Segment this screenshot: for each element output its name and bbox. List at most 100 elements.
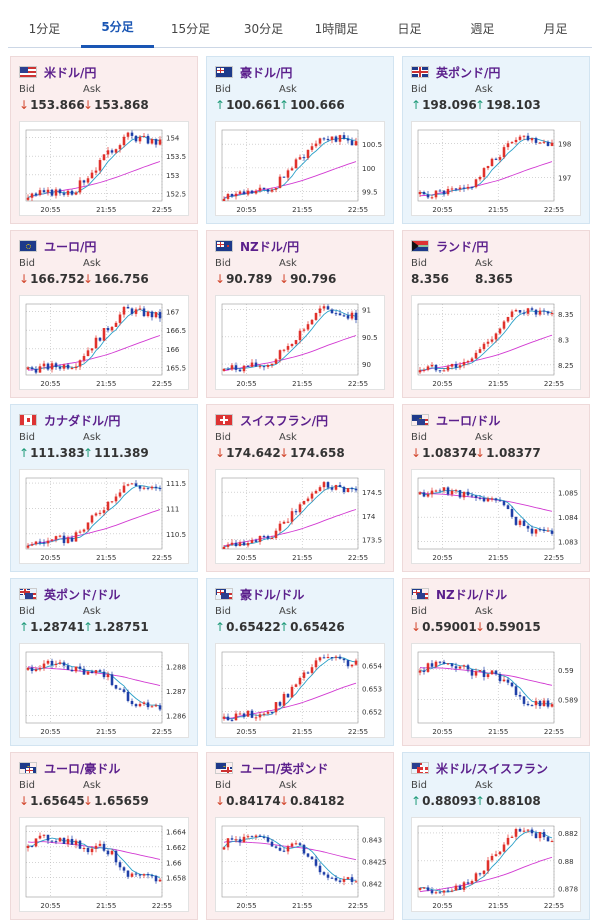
price-chart[interactable]: 0.843 0.8425 0.842 20:55 21:55 22:55 xyxy=(215,817,386,912)
candle-body xyxy=(426,887,430,891)
pair-title[interactable]: ユーロ/英ポンド xyxy=(215,760,328,776)
pair-title[interactable]: 英ポンド/円 xyxy=(411,64,500,80)
ask-label: Ask xyxy=(475,258,493,269)
price-chart[interactable]: 1.288 1.287 1.286 20:55 21:55 22:55 xyxy=(19,643,189,738)
candle-body xyxy=(102,328,106,341)
candle-body xyxy=(50,660,54,665)
pair-name[interactable]: 英ポンド/ドル xyxy=(44,587,121,602)
x-tick-label: 21:55 xyxy=(96,728,116,736)
price-chart[interactable]: 154 153.5 153 152.5 20:55 21:55 22:55 xyxy=(19,121,189,216)
pair-title[interactable]: 英ポンド/ドル xyxy=(19,586,120,602)
rate-card[interactable]: カナダドル/円 Bid Ask ↑111.383 ↑111.389 111.5 111 110… xyxy=(10,404,198,572)
tab-7[interactable]: 週足 xyxy=(470,21,495,36)
price-chart[interactable]: 0.654 0.653 0.652 20:55 21:55 22:55 xyxy=(215,643,385,738)
price-chart[interactable]: 91 90.5 90 20:55 21:55 22:55 xyxy=(215,295,385,390)
pair-name[interactable]: スイスフラン/円 xyxy=(240,413,329,428)
price-chart[interactable]: 0.59 0.589 20:55 21:55 22:55 xyxy=(411,643,581,738)
candle-body xyxy=(142,702,146,704)
x-tick-label: 20:55 xyxy=(432,554,452,562)
price-chart[interactable]: 100.5 100 99.5 20:55 21:55 22:55 xyxy=(215,121,385,216)
candle-body xyxy=(490,158,494,167)
pair-name[interactable]: 米ドル/円 xyxy=(44,65,97,80)
candle-body xyxy=(42,542,46,544)
rate-card[interactable]: NZドル/ドル Bid Ask ↓0.59001 ↓0.59015 0.59 0.589 20… xyxy=(402,578,590,746)
pair-title[interactable]: ユーロ/ドル xyxy=(411,412,500,428)
price-chart[interactable]: 1.085 1.084 1.083 20:55 21:55 22:55 xyxy=(411,469,581,564)
pair-name[interactable]: 英ポンド/円 xyxy=(436,65,501,80)
pair-title[interactable]: 米ドル/円 xyxy=(19,64,96,80)
pair-name[interactable]: 豪ドル/ドル xyxy=(240,587,305,602)
pair-name[interactable]: ユーロ/英ポンド xyxy=(240,761,329,776)
rate-card[interactable]: 米ドル/円 Bid Ask ↓153.866 ↓153.868 154 153.5 153 15… xyxy=(10,56,198,224)
pair-name[interactable]: ユーロ/豪ドル xyxy=(44,761,121,776)
pair-name[interactable]: 豪ドル/円 xyxy=(240,65,293,80)
pair-name[interactable]: 米ドル/スイスフラン xyxy=(436,761,549,776)
candle-body xyxy=(130,308,134,314)
pair-title[interactable]: ユーロ/円 xyxy=(19,238,96,254)
tab-4[interactable]: 30分足 xyxy=(243,21,284,36)
pair-name[interactable]: ユーロ/円 xyxy=(44,239,97,254)
price-chart[interactable]: 0.882 0.88 0.878 20:55 21:55 22:55 xyxy=(411,817,581,912)
tab-1[interactable]: 1分足 xyxy=(28,21,61,36)
rate-card[interactable]: ユーロ/円 Bid Ask ↓166.752 ↓166.756 167 166.5 166 16… xyxy=(10,230,198,398)
rate-card[interactable]: スイスフラン/円 Bid Ask ↓174.642 ↓174.658 174.5 174 17… xyxy=(206,404,394,572)
tab-6[interactable]: 日足 xyxy=(397,21,422,36)
candle-body xyxy=(338,313,342,316)
rate-card[interactable]: NZドル/円 Bid Ask ↓90.789 ↓90.796 91 90.5 90 20:55 2… xyxy=(206,230,394,398)
candle-body xyxy=(482,670,486,677)
rate-card[interactable]: 英ポンド/円 Bid Ask ↑198.096 ↑198.103 198 197 20:55 2… xyxy=(402,56,590,224)
candle-body xyxy=(458,885,462,890)
pair-name[interactable]: ユーロ/ドル xyxy=(436,413,501,428)
pair-name[interactable]: ランド/円 xyxy=(436,239,489,254)
pair-title[interactable]: ランド/円 xyxy=(411,238,488,254)
pair-title[interactable]: NZドル/円 xyxy=(215,238,299,254)
ask-price: 166.756 xyxy=(94,272,149,286)
candle-body xyxy=(78,531,82,533)
ma-short-line xyxy=(223,485,357,548)
pair-title[interactable]: 豪ドル/ドル xyxy=(215,586,304,602)
rate-card[interactable]: ユーロ/ドル Bid Ask ↓1.08374 ↓1.08377 1.085 1.084 1.… xyxy=(402,404,590,572)
rate-card[interactable]: ユーロ/豪ドル Bid Ask ↓1.65645 ↓1.65659 1.664 1.662 1… xyxy=(10,752,198,920)
tab-8[interactable]: 月足 xyxy=(543,21,568,36)
price-chart[interactable]: 1.664 1.662 1.66 1.658 20:55 21:55 22:55 xyxy=(19,817,189,912)
candle-body xyxy=(74,840,78,845)
rate-card[interactable]: ユーロ/英ポンド Bid Ask ↓0.84174 ↓0.84182 0.843 0.842… xyxy=(206,752,394,920)
price-chart[interactable]: 198 197 20:55 21:55 22:55 xyxy=(411,121,581,216)
candle-body xyxy=(242,836,246,843)
pair-title[interactable]: 米ドル/スイスフラン xyxy=(411,760,548,776)
candle-body xyxy=(146,135,150,144)
candle-body xyxy=(542,832,546,838)
rate-card[interactable]: 豪ドル/ドル Bid Ask ↑0.65422 ↑0.65426 0.654 0.653 0.… xyxy=(206,578,394,746)
price-chart[interactable]: 167 166.5 166 165.5 20:55 21:55 22:55 xyxy=(19,295,189,390)
candle-body xyxy=(90,348,94,351)
rate-card[interactable]: 豪ドル/円 Bid Ask ↑100.661 ↑100.666 100.5 100 99.5 2… xyxy=(206,56,394,224)
price-chart[interactable]: 111.5 111 110.5 20:55 21:55 22:55 xyxy=(19,469,189,564)
rate-card[interactable]: 米ドル/スイスフラン Bid Ask ↑0.88093 ↑0.88108 0.882 0.8… xyxy=(402,752,590,920)
price-chart[interactable]: 174.5 174 173.5 20:55 21:55 22:55 xyxy=(215,469,385,564)
pair-name[interactable]: NZドル/ドル xyxy=(436,587,508,602)
price-chart[interactable]: 8.35 8.3 8.25 20:55 21:55 22:55 xyxy=(411,295,581,390)
tab-2[interactable]: 5分足 xyxy=(81,8,154,48)
plot-frame xyxy=(25,477,163,550)
candle-chart: 0.59 0.589 20:55 21:55 22:55 xyxy=(417,651,578,736)
candle-body xyxy=(454,364,458,368)
up-arrow-icon: ↑ xyxy=(83,446,94,460)
pair-name[interactable]: カナダドル/円 xyxy=(44,413,121,428)
candle-body xyxy=(122,689,126,692)
bid-price: 100.661 xyxy=(226,98,281,112)
pair-title[interactable]: ユーロ/豪ドル xyxy=(19,760,120,776)
down-arrow-icon: ↓ xyxy=(215,272,226,286)
plot-frame xyxy=(417,129,555,202)
rate-card[interactable]: ランド/円 Bid Ask 8.356 8.365 8.35 8.3 8.25 20:55 21:… xyxy=(402,230,590,398)
tab-5[interactable]: 1時間足 xyxy=(314,21,359,36)
pair-title[interactable]: NZドル/ドル xyxy=(411,586,507,602)
pair-title[interactable]: カナダドル/円 xyxy=(19,412,120,428)
plot-frame xyxy=(221,825,359,898)
tab-3[interactable]: 15分足 xyxy=(170,21,211,36)
rate-card[interactable]: 英ポンド/ドル Bid Ask ↑1.28741 ↑1.28751 1.288 1.287 1… xyxy=(10,578,198,746)
pair-name[interactable]: NZドル/円 xyxy=(240,239,300,254)
pair-title[interactable]: スイスフラン/円 xyxy=(215,412,328,428)
pair-title[interactable]: 豪ドル/円 xyxy=(215,64,292,80)
candle-body xyxy=(234,713,238,721)
candle-body xyxy=(94,670,98,674)
